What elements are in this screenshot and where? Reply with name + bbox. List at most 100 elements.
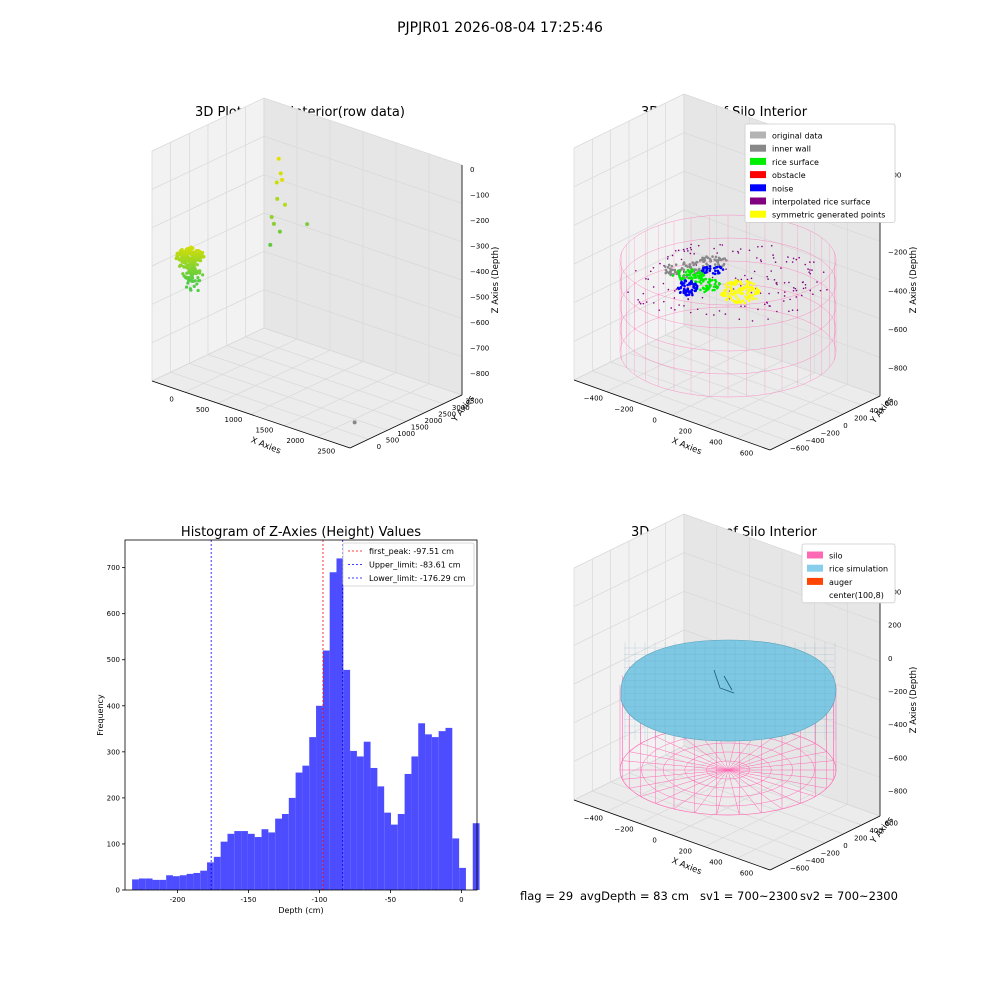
legend-label: auger <box>829 578 853 587</box>
y-tick-label: 3500 <box>466 398 484 406</box>
interpolated-point <box>785 261 788 263</box>
interpolated-point <box>780 267 782 269</box>
grid-line <box>683 552 881 623</box>
interpolated-point <box>701 296 704 299</box>
class-point <box>730 292 734 296</box>
x-axis-line <box>151 380 351 449</box>
interpolated-point <box>674 249 677 252</box>
status-sv1: sv1 = 700~2300 <box>700 889 798 903</box>
class-point <box>705 262 708 266</box>
class-point <box>674 263 678 266</box>
legend-swatch <box>807 564 823 572</box>
legend-label: first_peak: -97.51 cm <box>369 547 454 556</box>
data-point <box>191 279 195 283</box>
hist-bar <box>425 734 432 890</box>
legend-label: inner wall <box>772 145 811 154</box>
class-point <box>731 298 734 302</box>
class-point <box>669 267 672 271</box>
hist-bar <box>138 878 146 890</box>
interpolated-point <box>774 261 777 264</box>
silo-spoke <box>727 769 827 789</box>
hist-bar <box>397 814 405 890</box>
hist-bar <box>200 870 208 890</box>
chart-simulation: 3D simulation of Silo Interior −400−2000… <box>573 513 919 877</box>
class-point <box>748 281 751 285</box>
data-point <box>271 221 276 226</box>
class-point <box>663 265 667 268</box>
plot-frame <box>124 539 478 891</box>
chart-title: Histogram of Z-Axies (Height) Values <box>181 525 421 540</box>
interpolated-point <box>689 252 692 255</box>
legend-box <box>744 123 896 223</box>
class-point <box>714 280 718 283</box>
class-point <box>695 271 699 275</box>
legend-label: symmetric generated points <box>772 211 885 220</box>
y-tick-label: 0 <box>377 443 381 451</box>
z-tick-label: −400 <box>470 268 489 276</box>
silo-spoke <box>727 769 740 815</box>
class-point <box>713 263 717 266</box>
class-point <box>664 268 668 272</box>
class-point <box>714 255 718 259</box>
data-point <box>352 420 357 425</box>
hist-bar <box>459 867 466 890</box>
y-tick-label: 200 <box>854 414 867 422</box>
interpolated-point <box>682 248 685 251</box>
hist-bar <box>213 856 221 890</box>
status-sv2: sv2 = 700~2300 <box>800 889 898 903</box>
hist-bar <box>390 824 398 890</box>
class-point <box>713 266 716 270</box>
class-point <box>715 266 718 269</box>
class-point <box>682 273 686 277</box>
hist-bar <box>145 878 153 890</box>
class-point <box>720 291 724 295</box>
y-tick-label: 300 <box>107 748 120 756</box>
interpolated-point <box>766 302 769 304</box>
class-point <box>701 269 705 273</box>
chart-histogram: Histogram of Z-Axies (Height) Values -20… <box>96 525 480 915</box>
hist-bar <box>254 837 262 890</box>
z-axis-label: Z Axies (Depth) <box>909 667 919 734</box>
x-axis-label: X Axies <box>249 435 282 456</box>
class-point <box>730 289 733 293</box>
interpolated-point <box>744 305 746 307</box>
hist-bar <box>179 875 187 890</box>
class-point <box>725 285 728 289</box>
x-axis-label: X Axies <box>670 856 703 877</box>
x-tick-label: 500 <box>196 406 209 414</box>
class-point <box>719 265 722 269</box>
class-point <box>680 278 683 281</box>
class-point <box>691 268 694 271</box>
legend-label: noise <box>772 184 793 193</box>
data-point <box>201 273 205 277</box>
interpolated-point <box>738 318 741 321</box>
interpolated-point <box>800 294 803 297</box>
hist-bar <box>472 823 480 890</box>
y-axis-line <box>769 815 881 871</box>
class-point <box>745 297 749 300</box>
legend-label: Upper_limit: -83.61 cm <box>369 561 461 570</box>
y-tick-label: −400 <box>805 437 824 445</box>
interpolated-point <box>746 278 749 281</box>
y-tick-label: 400 <box>107 702 120 710</box>
class-point <box>684 270 688 274</box>
class-point <box>728 292 732 295</box>
interpolated-point <box>737 250 739 253</box>
data-point <box>274 180 279 185</box>
class-point <box>691 261 695 264</box>
interpolated-point <box>725 268 727 270</box>
legend-swatch <box>807 577 823 585</box>
interpolated-point <box>792 286 795 289</box>
class-point <box>678 270 681 273</box>
interpolated-point <box>768 292 770 295</box>
class-point <box>682 262 686 265</box>
interpolated-point <box>802 287 805 290</box>
class-point <box>686 288 689 291</box>
x-tick-label: 1000 <box>225 416 243 424</box>
interpolated-point <box>713 314 715 316</box>
silo-spoke <box>727 736 801 771</box>
interpolated-point <box>697 244 700 247</box>
class-point <box>714 284 718 288</box>
class-point <box>724 259 728 262</box>
interpolated-point <box>677 249 680 252</box>
